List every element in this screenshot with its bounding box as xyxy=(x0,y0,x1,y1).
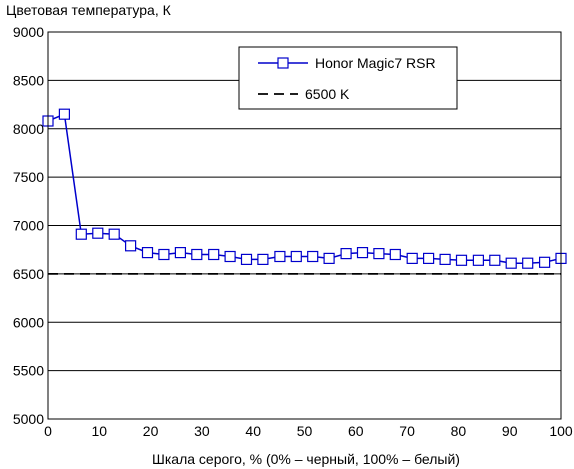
legend: Honor Magic7 RSR 6500 K xyxy=(238,46,458,110)
data-point xyxy=(75,228,87,240)
data-point xyxy=(124,240,137,252)
x-tick-label: 10 xyxy=(92,423,108,439)
data-point xyxy=(489,254,501,266)
data-point xyxy=(290,250,302,263)
data-point xyxy=(174,247,186,259)
y-tick-label: 6000 xyxy=(13,314,44,330)
x-tick-label: 40 xyxy=(245,423,261,439)
data-point xyxy=(323,252,335,264)
data-point xyxy=(522,257,534,269)
y-tick-label: 8500 xyxy=(13,72,44,88)
data-point xyxy=(307,250,319,263)
data-point xyxy=(92,227,104,239)
y-tick-labels: 5000 5500 6000 6500 7000 7500 8000 8500 9000 xyxy=(13,24,44,427)
legend-label-6500: 6500 K xyxy=(305,86,350,102)
y-tick-label: 8000 xyxy=(13,121,44,137)
plot-area-frame xyxy=(47,31,562,420)
data-point xyxy=(208,248,220,261)
x-tick-label: 100 xyxy=(549,423,573,439)
data-point xyxy=(224,250,236,263)
data-point xyxy=(108,228,120,240)
data-point xyxy=(505,257,517,269)
data-point xyxy=(257,253,269,265)
x-tick-labels: 0 10 20 30 40 50 60 70 80 90 100 xyxy=(44,423,573,439)
x-tick-label: 50 xyxy=(297,423,313,439)
data-point xyxy=(472,254,484,266)
data-point xyxy=(240,253,253,265)
legend-box xyxy=(238,46,458,110)
data-point xyxy=(191,248,203,261)
data-point xyxy=(538,256,551,268)
x-tick-label: 30 xyxy=(194,423,210,439)
y-tick-label: 5000 xyxy=(13,411,44,427)
data-point xyxy=(141,247,154,259)
grid xyxy=(48,79,561,372)
y-tick-label: 7000 xyxy=(13,218,44,234)
legend-marker-honor xyxy=(277,57,289,69)
data-point xyxy=(406,252,418,264)
y-tick-label: 5500 xyxy=(13,363,44,379)
series-layer xyxy=(42,108,567,269)
data-point xyxy=(423,252,435,264)
data-point xyxy=(340,248,352,260)
series-line-honor xyxy=(47,113,562,264)
data-point xyxy=(439,253,451,265)
x-tick-label: 80 xyxy=(451,423,467,439)
x-tick-label: 90 xyxy=(502,423,518,439)
y-tick-label: 9000 xyxy=(13,24,44,40)
data-point xyxy=(356,247,369,259)
data-point xyxy=(455,254,468,266)
x-tick-label: 20 xyxy=(143,423,159,439)
data-point xyxy=(58,108,71,120)
data-point xyxy=(373,248,385,260)
legend-label-honor: Honor Magic7 RSR xyxy=(315,55,436,71)
data-point xyxy=(158,248,170,261)
data-point xyxy=(389,248,401,261)
y-tick-label: 7500 xyxy=(13,169,44,185)
x-tick-label: 70 xyxy=(399,423,415,439)
x-tick-label: 0 xyxy=(44,423,52,439)
x-tick-label: 60 xyxy=(348,423,364,439)
y-tick-label: 6500 xyxy=(13,266,44,282)
y-axis-title: Цветовая температура, К xyxy=(6,2,172,18)
data-point xyxy=(274,250,286,263)
x-axis-title: Шкала серого, % (0% – черный, 100% – бел… xyxy=(152,451,460,467)
